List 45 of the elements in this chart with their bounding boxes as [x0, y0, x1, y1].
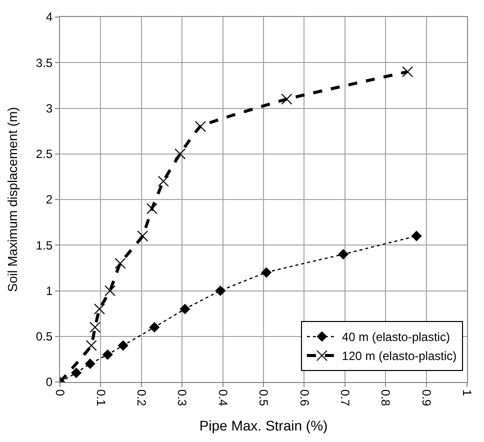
point: [174, 148, 186, 160]
y-tick-label: 3: [46, 101, 53, 116]
y-tick-label: 3.5: [36, 56, 53, 70]
point: [149, 322, 160, 332]
point: [104, 285, 116, 296]
x-tick-label: 0.4: [216, 389, 230, 406]
point: [338, 249, 348, 260]
x-tick-label: 0.9: [419, 389, 434, 406]
point: [411, 230, 422, 242]
point: [94, 304, 105, 314]
point: [215, 286, 226, 296]
point: [281, 94, 292, 105]
x-tick-label: 1: [460, 389, 474, 396]
point: [86, 340, 97, 351]
y-tick-label: 1: [46, 284, 53, 298]
point: [194, 121, 206, 132]
point: [402, 66, 414, 78]
y-tick-label: 1.5: [36, 238, 53, 252]
x-tick-label: 0.5: [256, 389, 271, 406]
point: [180, 304, 190, 314]
x-tick-label: 0: [53, 389, 68, 396]
x-tick-label: 0.2: [134, 389, 148, 406]
x-tick-label: 0.8: [378, 389, 393, 406]
x-axis-title: Pipe Max. Strain (%): [199, 418, 328, 434]
point: [261, 267, 272, 278]
point: [85, 358, 96, 369]
point: [102, 350, 113, 360]
x-tick-label: 0.6: [297, 389, 312, 406]
point: [137, 230, 148, 242]
y-tick-label: 0.5: [36, 330, 53, 344]
point: [146, 203, 158, 214]
x-tick-label: 0.1: [94, 389, 108, 406]
legend-label: 40 m (elasto-plastic): [342, 330, 450, 344]
point: [90, 322, 100, 333]
y-tick-label: 4: [46, 10, 53, 24]
legend-label: 120 m (elasto-plastic): [342, 349, 457, 364]
y-axis-title: Soil Maximum displacement (m): [4, 107, 20, 292]
point: [158, 176, 169, 187]
x-tick-label: 0.7: [338, 389, 352, 406]
y-tick-label: 2.5: [36, 147, 53, 162]
point: [114, 258, 126, 269]
point: [118, 340, 128, 351]
y-tick-label: 2: [46, 192, 53, 207]
x-tick-label: 0.3: [175, 389, 190, 406]
point: [71, 368, 82, 378]
